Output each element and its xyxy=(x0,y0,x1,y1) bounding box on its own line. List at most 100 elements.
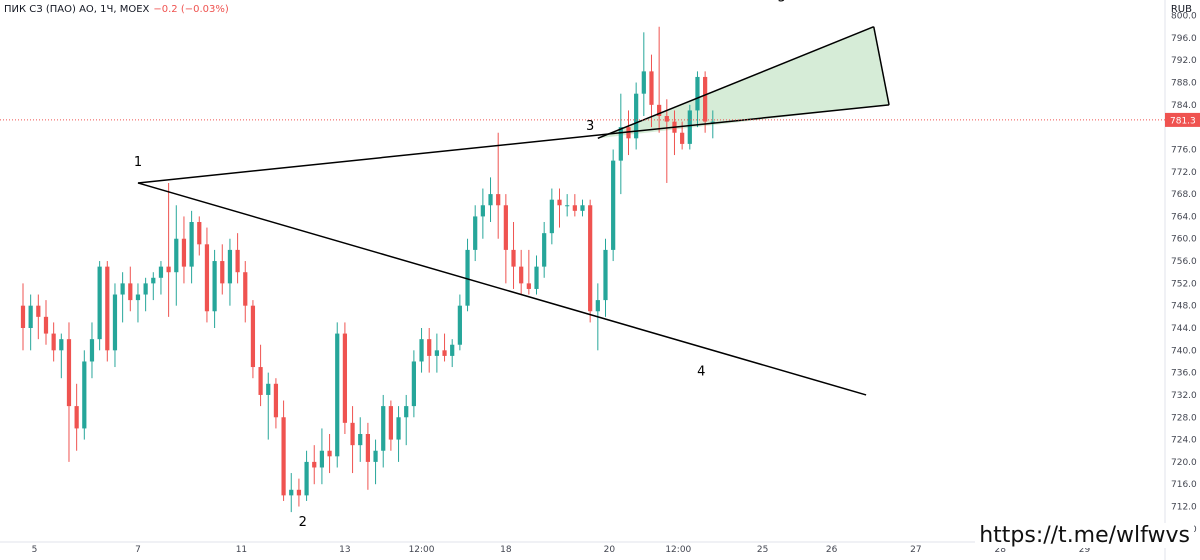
candle-body xyxy=(273,383,279,418)
candle-body xyxy=(572,205,577,211)
currency-label: RUB xyxy=(1170,4,1192,15)
candle-body xyxy=(503,205,508,250)
candle-body xyxy=(580,205,585,211)
candle-body xyxy=(105,266,110,351)
candle-body xyxy=(419,339,424,362)
y-tick-label: 740.0 xyxy=(1171,346,1197,356)
candle xyxy=(634,82,639,150)
candle-body xyxy=(296,489,302,496)
candle xyxy=(181,216,187,284)
candle-body xyxy=(166,266,171,273)
x-tick-label: 27 xyxy=(910,545,921,555)
candle-body xyxy=(342,333,348,423)
candle xyxy=(250,300,256,379)
candle xyxy=(565,194,570,217)
candle-body xyxy=(189,222,194,267)
candle xyxy=(128,266,133,312)
candle xyxy=(404,394,409,446)
candle xyxy=(473,205,478,262)
candle xyxy=(396,406,401,462)
candle-body xyxy=(687,110,692,144)
candle xyxy=(319,428,325,485)
candle xyxy=(243,261,248,323)
candle-body xyxy=(595,300,600,312)
candle-body xyxy=(565,205,570,207)
candle-body xyxy=(634,93,639,139)
candle xyxy=(105,261,110,362)
candle xyxy=(204,227,210,323)
last-price-label: 781.3 xyxy=(1170,116,1196,126)
candle-body xyxy=(519,266,524,284)
candle xyxy=(335,322,340,468)
candle xyxy=(296,478,302,507)
y-tick-label: 788.0 xyxy=(1171,79,1197,89)
candle-body xyxy=(388,406,393,440)
candle xyxy=(427,328,432,373)
candle xyxy=(580,199,585,217)
candle-body xyxy=(557,199,562,206)
candle-body xyxy=(526,283,531,289)
candle-body xyxy=(534,266,539,289)
candle xyxy=(411,350,416,418)
candle-body xyxy=(611,160,616,250)
candle xyxy=(281,400,286,501)
x-tick-label: 12:00 xyxy=(409,545,435,555)
candle-body xyxy=(588,205,593,312)
candle xyxy=(235,233,240,284)
candle xyxy=(266,372,271,440)
y-tick-label: 720.0 xyxy=(1171,458,1197,468)
x-tick-label: 18 xyxy=(500,545,512,555)
y-tick-label: 732.0 xyxy=(1171,391,1197,401)
candle-body xyxy=(128,283,133,301)
x-tick-label: 11 xyxy=(236,545,247,555)
candle-body xyxy=(442,350,447,356)
candle xyxy=(135,283,141,323)
y-tick-label: 800.0 xyxy=(1171,12,1197,22)
candle xyxy=(557,188,562,228)
candle-body xyxy=(227,249,233,284)
candle-body xyxy=(281,417,286,496)
y-tick-label: 748.0 xyxy=(1171,302,1197,312)
candle xyxy=(273,378,279,429)
candle xyxy=(572,194,577,217)
candle-body xyxy=(641,71,646,94)
watermark-link[interactable]: https://t.me/wlfwvs xyxy=(975,523,1194,548)
candle-body xyxy=(258,367,263,395)
candle xyxy=(36,294,41,340)
candle xyxy=(189,210,194,284)
candle-body xyxy=(457,305,462,345)
y-tick-label: 792.0 xyxy=(1171,56,1197,66)
candle xyxy=(74,383,79,451)
candle-body xyxy=(43,316,49,334)
candle-body xyxy=(174,238,179,273)
y-tick-label: 752.0 xyxy=(1171,279,1197,289)
candle xyxy=(703,71,708,133)
candle-body xyxy=(120,283,125,295)
candle-body xyxy=(243,272,248,306)
trendline xyxy=(137,104,890,184)
candle-body xyxy=(473,216,478,250)
candle-body xyxy=(82,361,87,429)
candle xyxy=(641,32,646,116)
candle-body xyxy=(327,450,332,457)
wave-point-label: 3 xyxy=(586,119,594,134)
y-tick-label: 744.0 xyxy=(1171,324,1197,334)
candle xyxy=(358,417,363,462)
candle xyxy=(350,406,355,474)
candle xyxy=(43,300,49,345)
candle xyxy=(89,322,95,379)
candle xyxy=(258,344,263,407)
candle xyxy=(503,194,508,284)
candle xyxy=(220,244,225,295)
candle-body xyxy=(373,450,378,462)
candle xyxy=(158,261,164,295)
candle xyxy=(457,294,462,351)
candle xyxy=(534,255,539,295)
candle-body xyxy=(158,266,164,278)
candle-body xyxy=(181,238,187,267)
candle-body xyxy=(59,339,64,351)
candle-body xyxy=(434,350,439,356)
candle xyxy=(28,294,33,351)
y-tick-label: 736.0 xyxy=(1171,369,1197,379)
